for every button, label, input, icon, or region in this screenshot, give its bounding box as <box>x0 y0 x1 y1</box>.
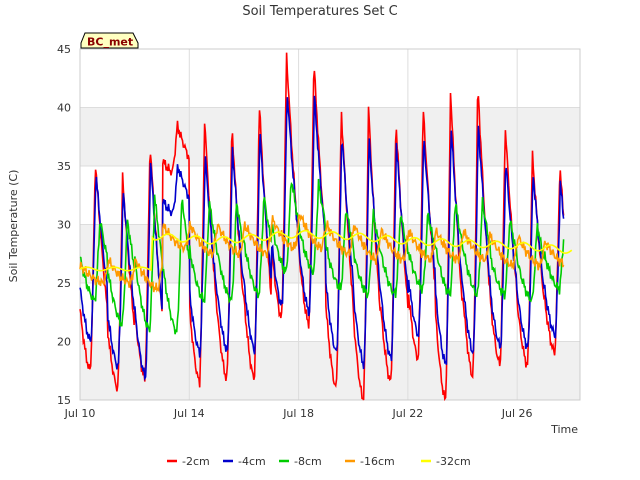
legend-label-neg16cm: -16cm <box>360 455 395 468</box>
series-line-neg32cm <box>79 229 573 272</box>
x-axis-label: Time <box>550 423 578 436</box>
y-tick-label-30: 30 <box>57 219 71 232</box>
y-tick-label-25: 25 <box>57 277 71 290</box>
station-badge: BC_met <box>80 32 139 49</box>
x-tick-label-4: Jul 14 <box>173 407 205 420</box>
legend: -2cm -4cm -8cm -16cm -32cm <box>167 455 471 468</box>
band-35-40 <box>80 107 580 166</box>
series-line-neg16cm <box>79 214 565 293</box>
station-label: BC_met <box>87 36 133 49</box>
series-line-neg4cm <box>79 95 565 382</box>
y-tick-label-20: 20 <box>57 336 71 349</box>
series-line-neg8cm <box>79 178 565 335</box>
y-tick-label-35: 35 <box>57 160 71 173</box>
series-group <box>79 52 573 402</box>
y-ticks: 15 20 25 30 35 40 45 <box>57 43 71 407</box>
legend-label-neg8cm: -8cm <box>294 455 322 468</box>
x-tick-label-16: Jul 26 <box>501 407 533 420</box>
plot-frame <box>79 48 581 401</box>
legend-label-neg2cm: -2cm <box>182 455 210 468</box>
station-badge-shape <box>80 32 139 49</box>
x-tick-label-12: Jul 22 <box>391 407 423 420</box>
y-tick-label-40: 40 <box>57 102 71 115</box>
y-tick-label-45: 45 <box>57 43 71 56</box>
x-ticks: Jul 10 Jul 14 Jul 18 Jul 22 Jul 26 <box>64 407 533 420</box>
y-tick-label-15: 15 <box>57 394 71 407</box>
y-axis-label: Soil Temperature (C) <box>7 170 20 283</box>
legend-label-neg32cm: -32cm <box>436 455 471 468</box>
x-tick-label-8: Jul 18 <box>282 407 314 420</box>
x-tick-label-0: Jul 10 <box>64 407 96 420</box>
legend-label-neg4cm: -4cm <box>238 455 266 468</box>
chart-title: Soil Temperatures Set C <box>242 4 397 19</box>
